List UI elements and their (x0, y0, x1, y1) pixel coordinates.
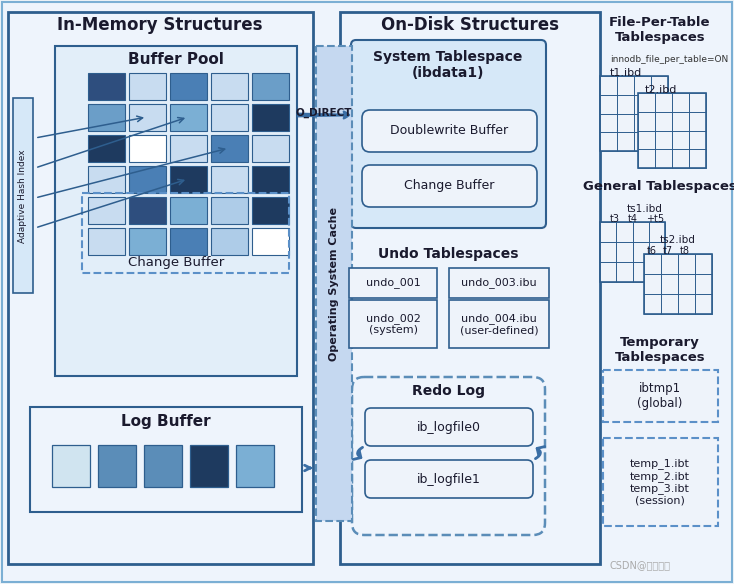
FancyBboxPatch shape (252, 73, 289, 100)
FancyBboxPatch shape (644, 254, 712, 314)
FancyBboxPatch shape (129, 197, 166, 224)
Text: Change Buffer: Change Buffer (404, 179, 494, 193)
FancyBboxPatch shape (211, 228, 248, 255)
FancyBboxPatch shape (365, 460, 533, 498)
Text: CSDN@梦里蓝天: CSDN@梦里蓝天 (610, 560, 671, 570)
FancyBboxPatch shape (144, 445, 182, 487)
Text: On-Disk Structures: On-Disk Structures (381, 16, 559, 34)
FancyBboxPatch shape (211, 166, 248, 193)
FancyBboxPatch shape (170, 197, 207, 224)
FancyBboxPatch shape (252, 104, 289, 131)
FancyBboxPatch shape (349, 300, 437, 348)
Text: innodb_file_per_table=ON: innodb_file_per_table=ON (610, 55, 728, 64)
FancyBboxPatch shape (55, 46, 297, 376)
FancyBboxPatch shape (211, 135, 248, 162)
Text: t2.ibd: t2.ibd (645, 85, 677, 95)
Text: Change Buffer: Change Buffer (128, 256, 224, 269)
FancyBboxPatch shape (129, 166, 166, 193)
Text: In-Memory Structures: In-Memory Structures (57, 16, 263, 34)
FancyBboxPatch shape (88, 135, 125, 162)
Text: t7: t7 (663, 246, 673, 256)
Text: undo_004.ibu
(user-defined): undo_004.ibu (user-defined) (459, 313, 538, 335)
FancyBboxPatch shape (316, 46, 352, 521)
FancyBboxPatch shape (600, 222, 665, 282)
Text: +t5: +t5 (646, 214, 664, 224)
FancyBboxPatch shape (252, 166, 289, 193)
Text: Buffer Pool: Buffer Pool (128, 52, 224, 67)
FancyBboxPatch shape (211, 104, 248, 131)
FancyBboxPatch shape (52, 445, 90, 487)
FancyBboxPatch shape (362, 165, 537, 207)
FancyBboxPatch shape (340, 12, 600, 564)
FancyBboxPatch shape (129, 228, 166, 255)
Text: Redo Log: Redo Log (412, 384, 484, 398)
FancyBboxPatch shape (362, 110, 537, 152)
Text: t3: t3 (610, 214, 620, 224)
Text: System Tablespace
(ibdata1): System Tablespace (ibdata1) (374, 50, 523, 80)
FancyBboxPatch shape (88, 197, 125, 224)
Text: t1.ibd: t1.ibd (610, 68, 642, 78)
FancyBboxPatch shape (8, 12, 313, 564)
FancyBboxPatch shape (129, 104, 166, 131)
Text: ib_logfile1: ib_logfile1 (417, 472, 481, 485)
Text: t8: t8 (680, 246, 690, 256)
FancyBboxPatch shape (190, 445, 228, 487)
FancyBboxPatch shape (13, 98, 33, 293)
FancyBboxPatch shape (30, 407, 302, 512)
Text: undo_003.ibu: undo_003.ibu (461, 277, 537, 288)
FancyBboxPatch shape (88, 228, 125, 255)
FancyBboxPatch shape (170, 104, 207, 131)
FancyBboxPatch shape (88, 166, 125, 193)
Text: General Tablespaces: General Tablespaces (583, 180, 734, 193)
FancyBboxPatch shape (638, 93, 706, 168)
Text: Log Buffer: Log Buffer (121, 414, 211, 429)
FancyBboxPatch shape (236, 445, 274, 487)
FancyBboxPatch shape (352, 377, 545, 535)
Text: File-Per-Table
Tablespaces: File-Per-Table Tablespaces (609, 16, 711, 44)
FancyBboxPatch shape (129, 73, 166, 100)
FancyBboxPatch shape (170, 228, 207, 255)
Text: ibtmp1
(global): ibtmp1 (global) (637, 382, 683, 410)
FancyBboxPatch shape (349, 268, 437, 298)
Text: ts2.ibd: ts2.ibd (660, 235, 696, 245)
Text: O_DIRECT: O_DIRECT (295, 108, 352, 119)
FancyBboxPatch shape (88, 104, 125, 131)
Text: undo_001: undo_001 (366, 277, 421, 288)
FancyBboxPatch shape (170, 166, 207, 193)
FancyBboxPatch shape (449, 300, 549, 348)
Text: t4: t4 (628, 214, 638, 224)
FancyBboxPatch shape (603, 370, 718, 422)
Text: ib_logfile0: ib_logfile0 (417, 420, 481, 433)
FancyBboxPatch shape (600, 76, 668, 151)
FancyBboxPatch shape (603, 438, 718, 526)
Text: undo_002
(system): undo_002 (system) (366, 313, 421, 335)
Text: Adaptive Hash Index: Adaptive Hash Index (18, 149, 27, 243)
Text: Doublewrite Buffer: Doublewrite Buffer (390, 124, 508, 137)
FancyBboxPatch shape (211, 197, 248, 224)
FancyBboxPatch shape (170, 135, 207, 162)
FancyBboxPatch shape (98, 445, 136, 487)
FancyBboxPatch shape (129, 135, 166, 162)
FancyBboxPatch shape (365, 408, 533, 446)
Text: Undo Tablespaces: Undo Tablespaces (378, 247, 518, 261)
Text: Temporary
Tablespaces: Temporary Tablespaces (614, 336, 705, 364)
FancyBboxPatch shape (170, 73, 207, 100)
FancyBboxPatch shape (252, 228, 289, 255)
Text: t6: t6 (647, 246, 657, 256)
FancyBboxPatch shape (88, 73, 125, 100)
FancyBboxPatch shape (252, 135, 289, 162)
FancyBboxPatch shape (252, 197, 289, 224)
FancyBboxPatch shape (449, 268, 549, 298)
Text: Operating System Cache: Operating System Cache (329, 207, 339, 361)
Text: temp_1.ibt
temp_2.ibt
temp_3.ibt
(session): temp_1.ibt temp_2.ibt temp_3.ibt (sessio… (630, 458, 690, 506)
FancyBboxPatch shape (211, 73, 248, 100)
Text: ts1.ibd: ts1.ibd (627, 204, 663, 214)
FancyBboxPatch shape (351, 40, 546, 228)
